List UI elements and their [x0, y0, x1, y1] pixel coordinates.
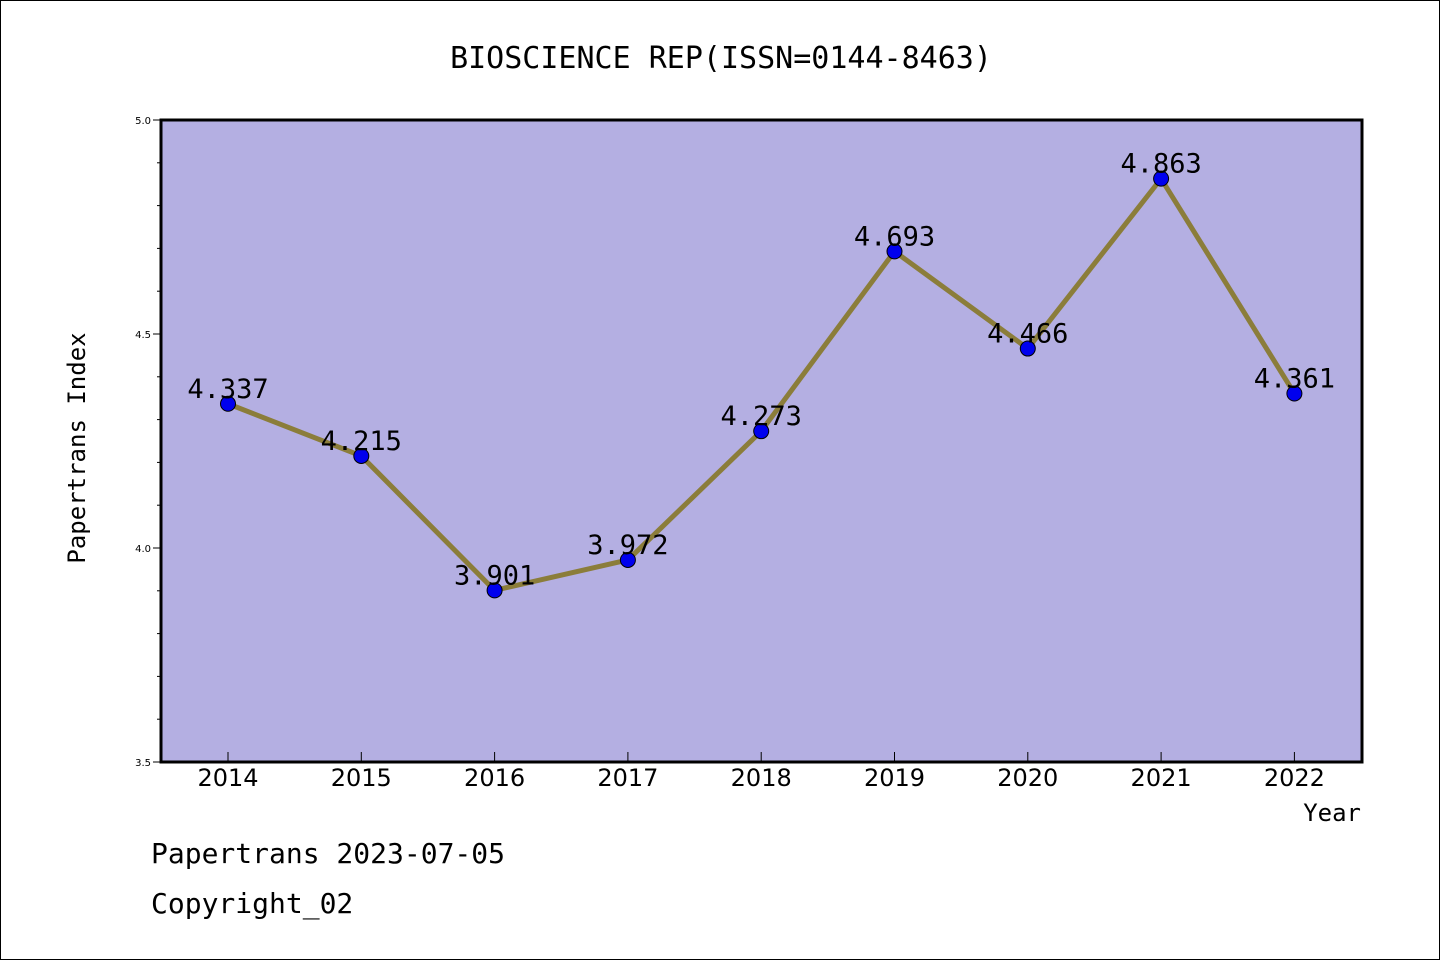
x-tick-label: 2014 — [197, 764, 258, 792]
x-tick-label: 2017 — [597, 764, 658, 792]
data-label: 3.972 — [587, 530, 668, 561]
data-labels: 4.337 4.215 3.901 3.972 4.273 4.693 4.466 4.863… — [187, 149, 1335, 592]
y-axis-label: Papertrans Index — [63, 332, 91, 563]
x-tick-label: 2022 — [1264, 764, 1325, 792]
chart-title: BIOSCIENCE REP(ISSN=0144-8463) — [450, 41, 992, 76]
data-point — [353, 447, 370, 464]
data-points — [220, 170, 1303, 599]
axis-ticks: 3.5 4.0 4.5 5.0 2014 2015 2016 2017 2018 2019 2020… — [135, 116, 1325, 792]
x-tick-label: 2016 — [464, 764, 525, 792]
data-point — [886, 243, 903, 260]
x-axis-label: Year — [1303, 799, 1361, 827]
x-tick-label: 2018 — [731, 764, 792, 792]
x-tick-label: 2020 — [997, 764, 1058, 792]
data-point — [1286, 385, 1303, 402]
data-label: 4.273 — [721, 401, 802, 432]
data-label: 4.361 — [1254, 363, 1335, 394]
y-tick-label: 4.0 — [135, 544, 151, 555]
y-tick-label: 5.0 — [135, 116, 151, 127]
footer-date: Papertrans 2023-07-05 — [151, 837, 506, 870]
data-point — [486, 582, 503, 599]
plot-area — [159, 118, 1364, 764]
data-point — [753, 423, 770, 440]
data-label: 4.863 — [1120, 149, 1201, 180]
x-tick-label: 2021 — [1131, 764, 1192, 792]
y-tick-label: 3.5 — [135, 758, 151, 769]
data-point — [1019, 340, 1036, 357]
data-point — [619, 551, 636, 568]
x-tick-label: 2015 — [331, 764, 392, 792]
footer-copyright: Copyright_02 — [151, 887, 354, 920]
x-tick-label: 2019 — [864, 764, 925, 792]
data-label: 4.693 — [854, 221, 935, 252]
data-label: 4.466 — [987, 319, 1068, 350]
data-point — [1153, 170, 1170, 187]
data-label: 4.215 — [321, 426, 402, 457]
data-label: 3.901 — [454, 560, 535, 591]
data-point — [220, 395, 236, 412]
data-label: 4.337 — [187, 374, 268, 405]
y-tick-label: 4.5 — [135, 330, 151, 341]
